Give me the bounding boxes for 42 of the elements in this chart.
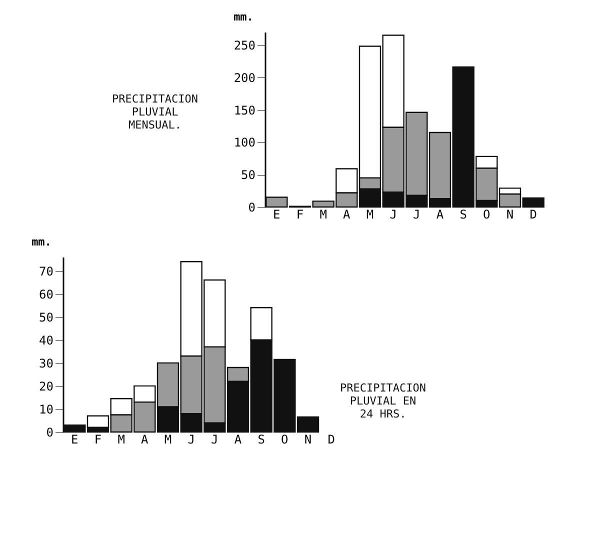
- y-tick-label: 30: [39, 356, 54, 370]
- x-tick-label: A: [141, 432, 150, 446]
- x-tick-label: N: [506, 208, 514, 222]
- y-tick-label: 0: [248, 200, 256, 214]
- x-tick-label: F: [296, 208, 304, 222]
- x-tick-label: D: [328, 432, 335, 446]
- y-tick-label: 40: [39, 333, 54, 348]
- x-tick-label: S: [258, 432, 265, 446]
- x-tick-label: M: [366, 208, 374, 222]
- text: PRECIPITACION PLUVIAL EN 24 HRS.: [340, 381, 426, 420]
- y-tick-label: 150: [234, 103, 256, 118]
- y-tick-label: 50: [241, 168, 256, 182]
- x-tick-label: A: [234, 432, 242, 446]
- x-tick-label: J: [188, 432, 195, 446]
- x-tick-label: M: [164, 432, 172, 446]
- y-tick-label: 100: [234, 136, 256, 150]
- y-tick-label: 250: [234, 38, 256, 52]
- x-tick-label: M: [118, 432, 125, 446]
- x-tick-label: O: [281, 432, 288, 446]
- y-tick-label: 10: [39, 402, 54, 416]
- x-tick-label: J: [390, 208, 397, 222]
- x-tick-label: O: [483, 208, 490, 222]
- y-tick-label: 0: [46, 426, 54, 440]
- y-axis-title: mm.: [32, 236, 52, 248]
- y-tick-label: 20: [39, 379, 54, 394]
- x-tick-label: J: [413, 208, 420, 222]
- x-tick-label: A: [436, 208, 444, 222]
- x-tick-label: F: [94, 432, 102, 446]
- x-tick-label: N: [304, 432, 312, 446]
- x-tick-label: E: [273, 208, 280, 222]
- x-tick-label: S: [460, 208, 467, 222]
- x-tick-label: J: [211, 432, 218, 446]
- y-tick-label: 50: [39, 310, 54, 324]
- x-tick-label: A: [343, 208, 352, 222]
- x-tick-label: E: [71, 432, 78, 446]
- text: PRECIPITACION PLUVIAL MENSUAL.: [112, 92, 198, 132]
- x-tick-label: M: [320, 208, 327, 222]
- y-tick-label: 200: [234, 70, 256, 85]
- y-axis-title: mm.: [234, 10, 254, 24]
- y-tick-label: 70: [39, 264, 54, 278]
- x-tick-label: D: [530, 208, 537, 222]
- y-tick-label: 60: [39, 287, 54, 302]
